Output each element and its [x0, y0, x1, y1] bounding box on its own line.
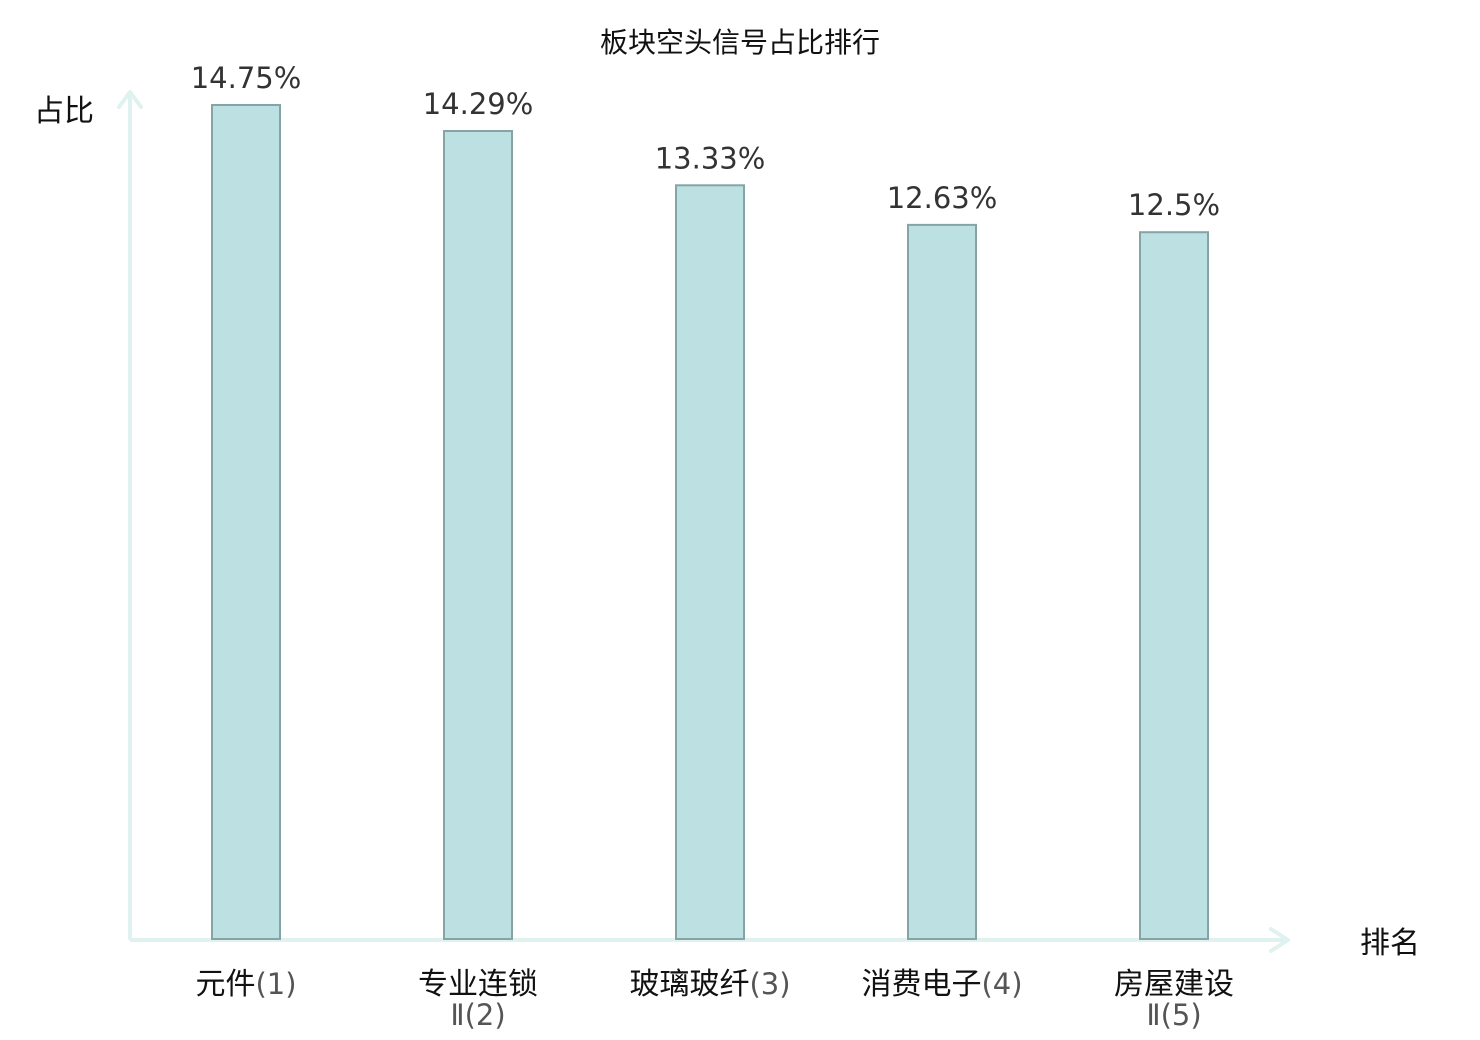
y-axis-label: 占比: [34, 94, 94, 129]
bar-3: [675, 184, 745, 941]
value-label-3: 13.33%: [655, 141, 766, 175]
bar-1: [211, 104, 281, 940]
value-label-2: 14.29%: [423, 87, 534, 121]
category-label-3: 玻璃玻纤(3): [629, 967, 790, 1002]
category-name: 玻璃玻纤: [629, 967, 749, 1002]
category-rank: (2): [465, 998, 506, 1032]
category-label-line2-2: Ⅱ(2): [450, 998, 505, 1032]
bar-4: [907, 223, 977, 941]
category-label-5: 房屋建设: [1114, 967, 1234, 1002]
x-axis-arrow: [1269, 927, 1290, 953]
category-name: 消费电子: [861, 967, 981, 1002]
category-name-suffix: Ⅱ: [450, 998, 464, 1032]
x-axis-label: 排名: [1360, 926, 1420, 961]
category-label-4: 消费电子(4): [861, 967, 1022, 1002]
category-rank: (5): [1161, 998, 1202, 1032]
y-axis-arrow: [117, 90, 143, 109]
bar-2: [443, 130, 513, 940]
category-rank: (4): [981, 967, 1022, 1001]
category-name: 房屋建设: [1114, 967, 1234, 1002]
chart-title: 板块空头信号占比排行: [600, 26, 880, 59]
value-label-5: 12.5%: [1128, 188, 1220, 222]
value-labels-group: 14.75% 14.29% 13.33% 12.63% 12.5%: [191, 61, 1220, 222]
category-rank: (1): [255, 967, 296, 1001]
category-label-line2-5: Ⅱ(5): [1146, 998, 1201, 1032]
category-label-2: 专业连锁: [418, 967, 538, 1002]
category-label-1: 元件(1): [195, 967, 296, 1002]
value-label-1: 14.75%: [191, 61, 302, 95]
category-name: 元件: [195, 967, 255, 1002]
category-name-suffix: Ⅱ: [1146, 998, 1160, 1032]
category-name: 专业连锁: [418, 967, 538, 1002]
value-label-4: 12.63%: [887, 181, 998, 215]
category-rank: (3): [749, 967, 790, 1001]
bar-5: [1139, 231, 1209, 940]
bars-group: [211, 104, 1209, 941]
